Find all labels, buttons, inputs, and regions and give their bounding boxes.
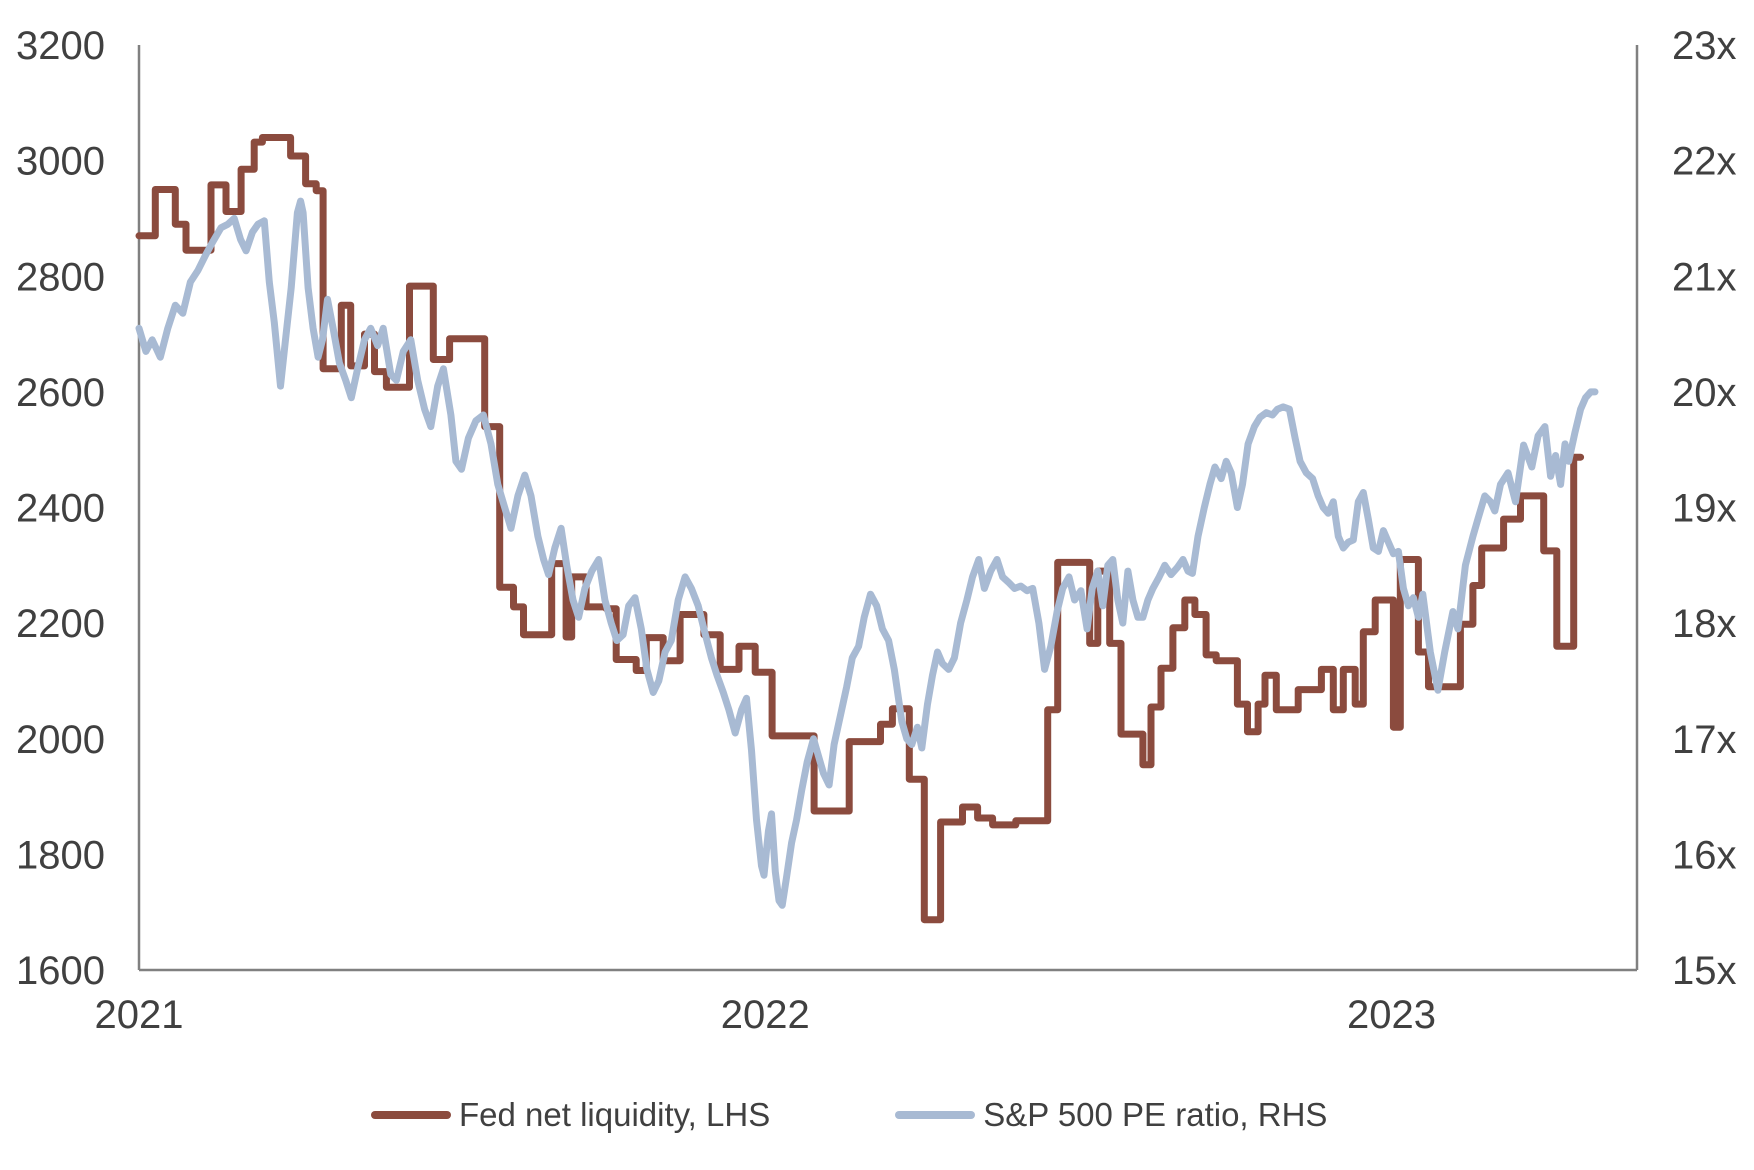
right-tick-label: 15x	[1672, 949, 1737, 993]
chart-legend: Fed net liquidity, LHS S&P 500 PE ratio,…	[371, 1096, 1452, 1134]
legend-item-fed-net-liquidity: Fed net liquidity, LHS	[371, 1096, 770, 1134]
right-tick-label: 16x	[1672, 833, 1737, 877]
left-tick-label: 3000	[16, 140, 105, 184]
left-tick-label: 2600	[16, 371, 105, 415]
left-tick-label: 2000	[16, 718, 105, 762]
left-tick-label: 2200	[16, 602, 105, 646]
sp500-pe-ratio-swatch	[895, 1111, 976, 1119]
series-s-p-500-pe-ratio-rhs	[135, 197, 1599, 909]
right-tick-label: 23x	[1672, 24, 1737, 68]
legend-label: S&P 500 PE ratio, RHS	[983, 1096, 1328, 1133]
right-tick-label: 20x	[1672, 371, 1737, 415]
right-tick-label: 19x	[1672, 487, 1737, 531]
legend-item-sp500-pe-ratio: S&P 500 PE ratio, RHS	[895, 1096, 1327, 1134]
left-axis-tick-labels: 1600 1800 2000 2200 2400 2600 2800 3000 3200	[16, 24, 105, 993]
x-axis-tick-labels: 2021 2022 2023	[95, 993, 1436, 1037]
left-tick-label: 2800	[16, 255, 105, 299]
right-tick-label: 18x	[1672, 602, 1737, 646]
series-fed-net-liquidity-lhs	[135, 134, 1585, 924]
x-tick-label: 2023	[1347, 993, 1436, 1037]
right-tick-label: 17x	[1672, 718, 1737, 762]
fed-net-liquidity-swatch	[371, 1111, 451, 1119]
right-axis-tick-labels: 15x 16x 17x 18x 19x 20x 21x 22x 23x	[1672, 24, 1737, 993]
left-tick-label: 2400	[16, 487, 105, 531]
legend-label: Fed net liquidity, LHS	[459, 1096, 771, 1133]
right-tick-label: 21x	[1672, 255, 1737, 299]
x-tick-label: 2021	[95, 993, 184, 1037]
left-tick-label: 1600	[16, 949, 105, 993]
left-tick-label: 1800	[16, 833, 105, 877]
x-tick-label: 2022	[721, 993, 810, 1037]
right-tick-label: 22x	[1672, 140, 1737, 184]
axes	[137, 45, 1639, 972]
left-tick-label: 3200	[16, 24, 105, 68]
